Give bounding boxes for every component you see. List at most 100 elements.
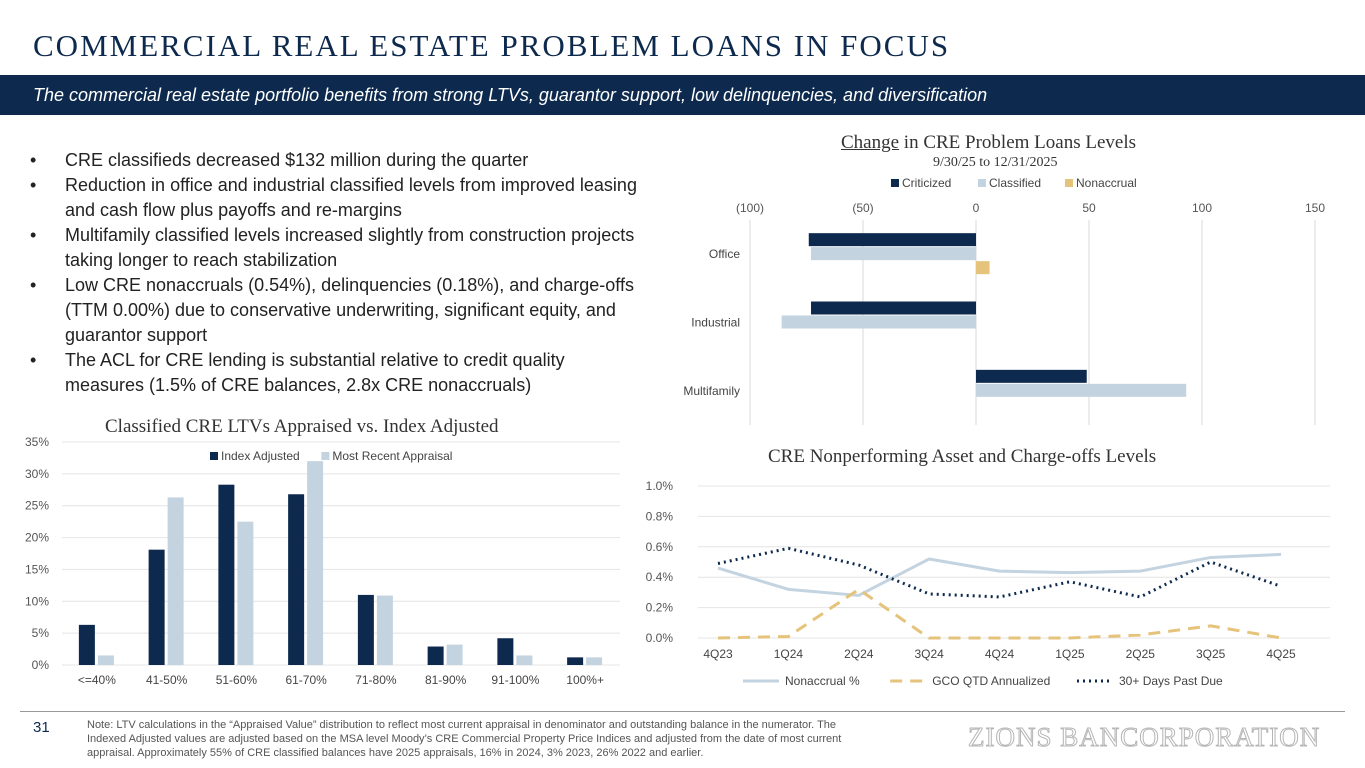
legend-label: Most Recent Appraisal	[332, 449, 452, 463]
y-tick-label: 30%	[25, 467, 49, 481]
x-tick-label: 2Q24	[844, 647, 874, 661]
y-tick-label: 0.6%	[646, 540, 674, 554]
legend-label: Index Adjusted	[221, 449, 300, 463]
category-label: 100%+	[566, 673, 604, 687]
legend-label: Nonaccrual	[1076, 176, 1137, 190]
x-tick-label: 0	[973, 201, 980, 215]
bar	[516, 655, 533, 665]
footer-divider	[20, 711, 1345, 712]
problem-loans-chart: Criticized Classified Nonaccrual (100) (50) 0…	[683, 176, 1325, 425]
x-tick-label: 150	[1305, 201, 1325, 215]
y-tick-label: 0.2%	[646, 601, 674, 615]
bar	[811, 247, 976, 261]
legend-label: 30+ Days Past Due	[1119, 674, 1223, 688]
category-label: 91-100%	[491, 673, 539, 687]
page-title: COMMERCIAL REAL ESTATE PROBLEM LOANS IN …	[33, 28, 951, 63]
bullet-list: CRE classifieds decreased $132 million d…	[22, 148, 642, 398]
bullet-item: Low CRE nonaccruals (0.54%), delinquenci…	[22, 273, 642, 348]
x-tick-label: 50	[1082, 201, 1096, 215]
x-tick-label: 3Q25	[1196, 647, 1226, 661]
x-tick-label: 100	[1192, 201, 1212, 215]
category-label: Office	[709, 247, 740, 261]
legend-swatch	[978, 179, 986, 187]
bar	[976, 383, 1187, 397]
x-tick-label: 4Q23	[703, 647, 733, 661]
y-tick-label: 15%	[25, 562, 49, 576]
category-label: 61-70%	[285, 673, 327, 687]
bar	[357, 594, 374, 665]
y-tick-label: 5%	[32, 626, 50, 640]
category-label: 81-90%	[425, 673, 467, 687]
x-tick-label: 3Q24	[914, 647, 944, 661]
footnote: Note: LTV calculations in the “Appraised…	[87, 719, 842, 759]
category-label: 71-80%	[355, 673, 397, 687]
bar	[288, 494, 305, 665]
bar	[976, 369, 1087, 383]
series-line	[717, 552, 1282, 597]
legend-swatch	[321, 452, 330, 460]
bar	[567, 657, 584, 665]
ltv-chart-title: Classified CRE LTVs Appraised vs. Index …	[105, 416, 499, 437]
y-tick-label: 1.0%	[646, 479, 674, 493]
bar	[97, 655, 114, 665]
y-tick-label: 0%	[32, 658, 50, 672]
problem-loans-chart-title: Change in CRE Problem Loans Levels	[841, 132, 1136, 154]
subtitle-banner: The commercial real estate portfolio ben…	[0, 75, 1365, 115]
bar	[237, 521, 254, 665]
title-rest: in CRE Problem Loans Levels	[899, 132, 1136, 153]
category-label: Multifamily	[683, 384, 740, 398]
category-label: 41-50%	[146, 673, 188, 687]
bullet-item: CRE classifieds decreased $132 million d…	[22, 148, 642, 173]
legend-swatch	[891, 179, 899, 187]
bullet-item: Reduction in office and industrial class…	[22, 173, 642, 223]
bullet-item: The ACL for CRE lending is substantial r…	[22, 348, 642, 398]
ltv-chart: 0% 5% 10% 15% 20% 25% 30% 35% Index Adjusted Most…	[25, 436, 620, 687]
y-tick-label: 0.8%	[646, 509, 674, 523]
legend-label: Nonaccrual %	[785, 674, 860, 688]
x-tick-label: (50)	[852, 201, 873, 215]
category-label: 51-60%	[216, 673, 258, 687]
y-tick-label: 35%	[25, 436, 49, 449]
bar	[218, 484, 235, 665]
bar	[586, 657, 603, 665]
series-line	[717, 587, 1282, 640]
y-tick-label: 0.0%	[646, 631, 674, 645]
category-label: <=40%	[78, 673, 116, 687]
bar	[976, 261, 990, 275]
y-tick-label: 0.4%	[646, 570, 674, 584]
bar	[376, 595, 393, 665]
legend-label: Criticized	[902, 176, 951, 190]
bar	[148, 549, 165, 665]
legend-label: GCO QTD Annualized	[932, 674, 1050, 688]
title-underlined-word: Change	[841, 132, 900, 153]
x-tick-label: 1Q24	[774, 647, 804, 661]
y-tick-label: 25%	[25, 499, 49, 513]
x-tick-label: 4Q24	[985, 647, 1015, 661]
x-tick-label: 2Q25	[1126, 647, 1156, 661]
bar	[78, 624, 95, 665]
y-tick-label: 20%	[25, 531, 49, 545]
bar	[167, 497, 184, 665]
bar	[497, 638, 514, 665]
npa-chart: 0.0% 0.2% 0.4% 0.6% 0.8% 1.0% 4Q23 1Q24 2Q24 3Q24…	[646, 479, 1330, 688]
bar	[808, 233, 976, 247]
bar	[781, 315, 976, 329]
legend-swatch	[1065, 179, 1073, 187]
company-logo: ZIONS BANCORPORATION	[967, 722, 1321, 753]
x-tick-label: (100)	[736, 201, 764, 215]
bar	[427, 646, 444, 665]
bar	[446, 644, 463, 665]
problem-loans-chart-subtitle: 9/30/25 to 12/31/2025	[933, 155, 1058, 170]
y-tick-label: 10%	[25, 594, 49, 608]
legend-swatch	[210, 452, 218, 460]
subtitle-text: The commercial real estate portfolio ben…	[33, 85, 988, 105]
bar	[307, 461, 324, 665]
bar	[811, 301, 976, 315]
npa-chart-title: CRE Nonperforming Asset and Charge-offs …	[768, 446, 1157, 467]
page-number: 31	[33, 719, 50, 736]
x-tick-label: 1Q25	[1055, 647, 1085, 661]
bullet-item: Multifamily classified levels increased …	[22, 223, 642, 273]
legend-label: Classified	[989, 176, 1041, 190]
category-label: Industrial	[691, 316, 740, 330]
x-tick-label: 4Q25	[1266, 647, 1296, 661]
